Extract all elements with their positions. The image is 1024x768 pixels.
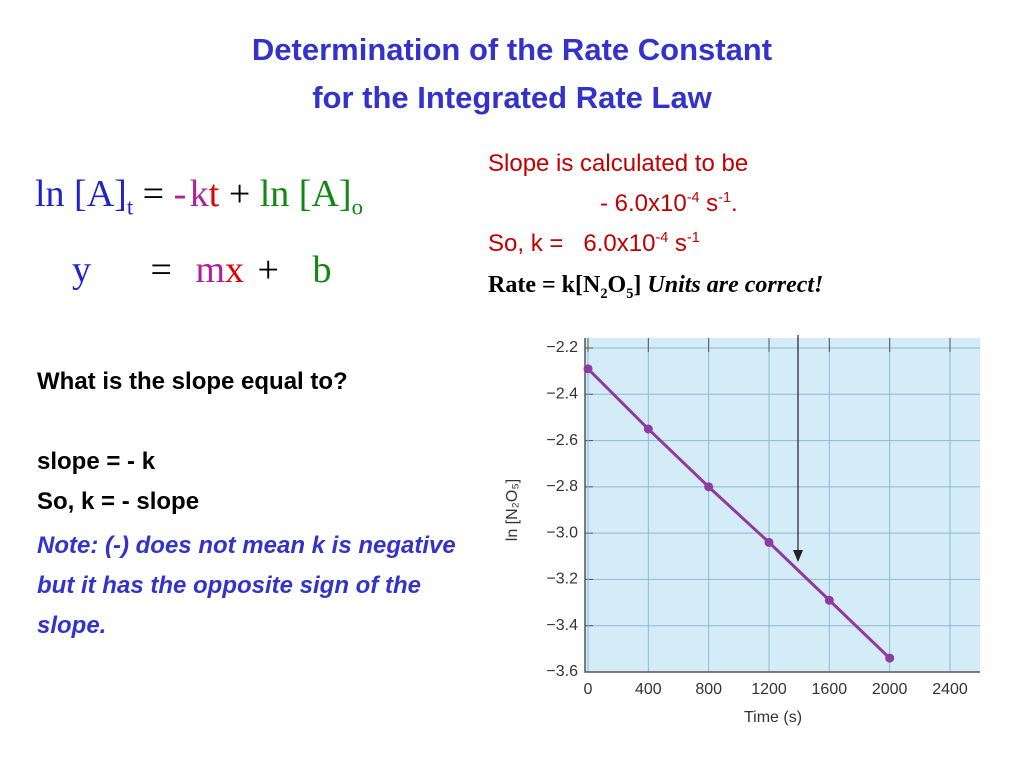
x-tick-label: 800: [695, 681, 722, 698]
data-point: [824, 595, 834, 605]
question: So, k = - slope: [37, 488, 200, 515]
sub: 2: [600, 285, 608, 302]
text: .: [730, 190, 738, 217]
data-point: [583, 364, 593, 374]
sup: -1: [718, 190, 731, 206]
eq-sub: t: [126, 194, 134, 220]
y-tick-label: −2.6: [546, 432, 578, 449]
data-line: [586, 367, 891, 660]
y-tick-label: −3.4: [546, 617, 578, 634]
sup: -4: [655, 230, 669, 246]
x-tick-label: 1200: [751, 681, 787, 698]
y-axis-label: ln [N₂O₅]: [504, 479, 521, 541]
y-tick-label: −2.2: [546, 339, 578, 356]
slope-text: So, k = 6.0x10-4 s-1: [488, 230, 700, 258]
data-point: [885, 653, 895, 663]
title-line: Determination of the Rate Constant: [251, 32, 773, 67]
y-tick-label: −2.8: [546, 478, 578, 495]
x-tick-label: 1600: [812, 681, 848, 698]
eq-term: x: [225, 249, 244, 291]
text: s: [699, 190, 719, 217]
x-tick-label: 2000: [872, 681, 908, 698]
equation: y = mx + b: [72, 248, 331, 292]
eq-term: ln [A]: [35, 173, 127, 215]
sub: 5: [626, 285, 634, 302]
data-point: [704, 482, 714, 492]
note: Note: (-) does not mean k is negative bu…: [37, 532, 456, 639]
text: O: [607, 272, 627, 298]
data-point: [764, 537, 774, 547]
text: Units are correct!: [647, 272, 824, 298]
eq-term: +: [257, 249, 279, 291]
rate-law: Rate = k[N2O5] Units are correct!: [488, 272, 823, 303]
x-tick-label: 2400: [932, 681, 968, 698]
text: s: [668, 230, 687, 257]
question: What is the slope equal to?: [37, 368, 348, 395]
eq-sub: o: [351, 194, 363, 220]
eq-term: =: [142, 173, 165, 215]
x-axis-label: Time (s): [744, 709, 802, 726]
eq-term: k: [189, 173, 209, 215]
x-tick-label: 400: [635, 681, 662, 698]
text: - 6.0x10: [600, 190, 687, 217]
eq-term: y: [72, 249, 91, 291]
eq-term: +: [228, 173, 251, 215]
y-tick-label: −3.0: [546, 524, 578, 541]
y-tick-label: −3.2: [546, 571, 578, 588]
eq-term: ln [A]: [259, 173, 352, 215]
y-tick-label: −2.4: [546, 386, 578, 403]
plot-background: [585, 338, 980, 672]
eq-term: b: [312, 249, 332, 291]
sup: -4: [686, 190, 700, 206]
x-tick-label: 0: [584, 681, 593, 698]
equation: ln [A]t = - kt + ln [A]o: [35, 172, 363, 221]
text: Rate = k[N: [488, 272, 601, 298]
slope-text: Slope is calculated to be: [488, 150, 749, 177]
eq-term: t: [208, 173, 220, 215]
plot-frame: [584, 338, 980, 673]
title-line: for the Integrated Rate Law: [312, 80, 712, 115]
y-tick-label: −3.6: [546, 663, 578, 680]
arrow-head: [793, 550, 803, 562]
text: ]: [633, 272, 642, 298]
question: slope = - k: [37, 448, 156, 475]
sup: -1: [686, 230, 700, 246]
data-point: [643, 424, 653, 434]
eq-term: =: [150, 249, 172, 291]
eq-term: -: [173, 173, 187, 215]
slope-text: - 6.0x10-4 s-1.: [600, 190, 738, 218]
eq-term: m: [195, 249, 225, 291]
text: So, k = 6.0x10: [488, 230, 656, 257]
chart: Time (s) ln [N₂O₅] −2.2 −2.4 −2.6 −2.8 −3.0 −…: [504, 335, 980, 726]
